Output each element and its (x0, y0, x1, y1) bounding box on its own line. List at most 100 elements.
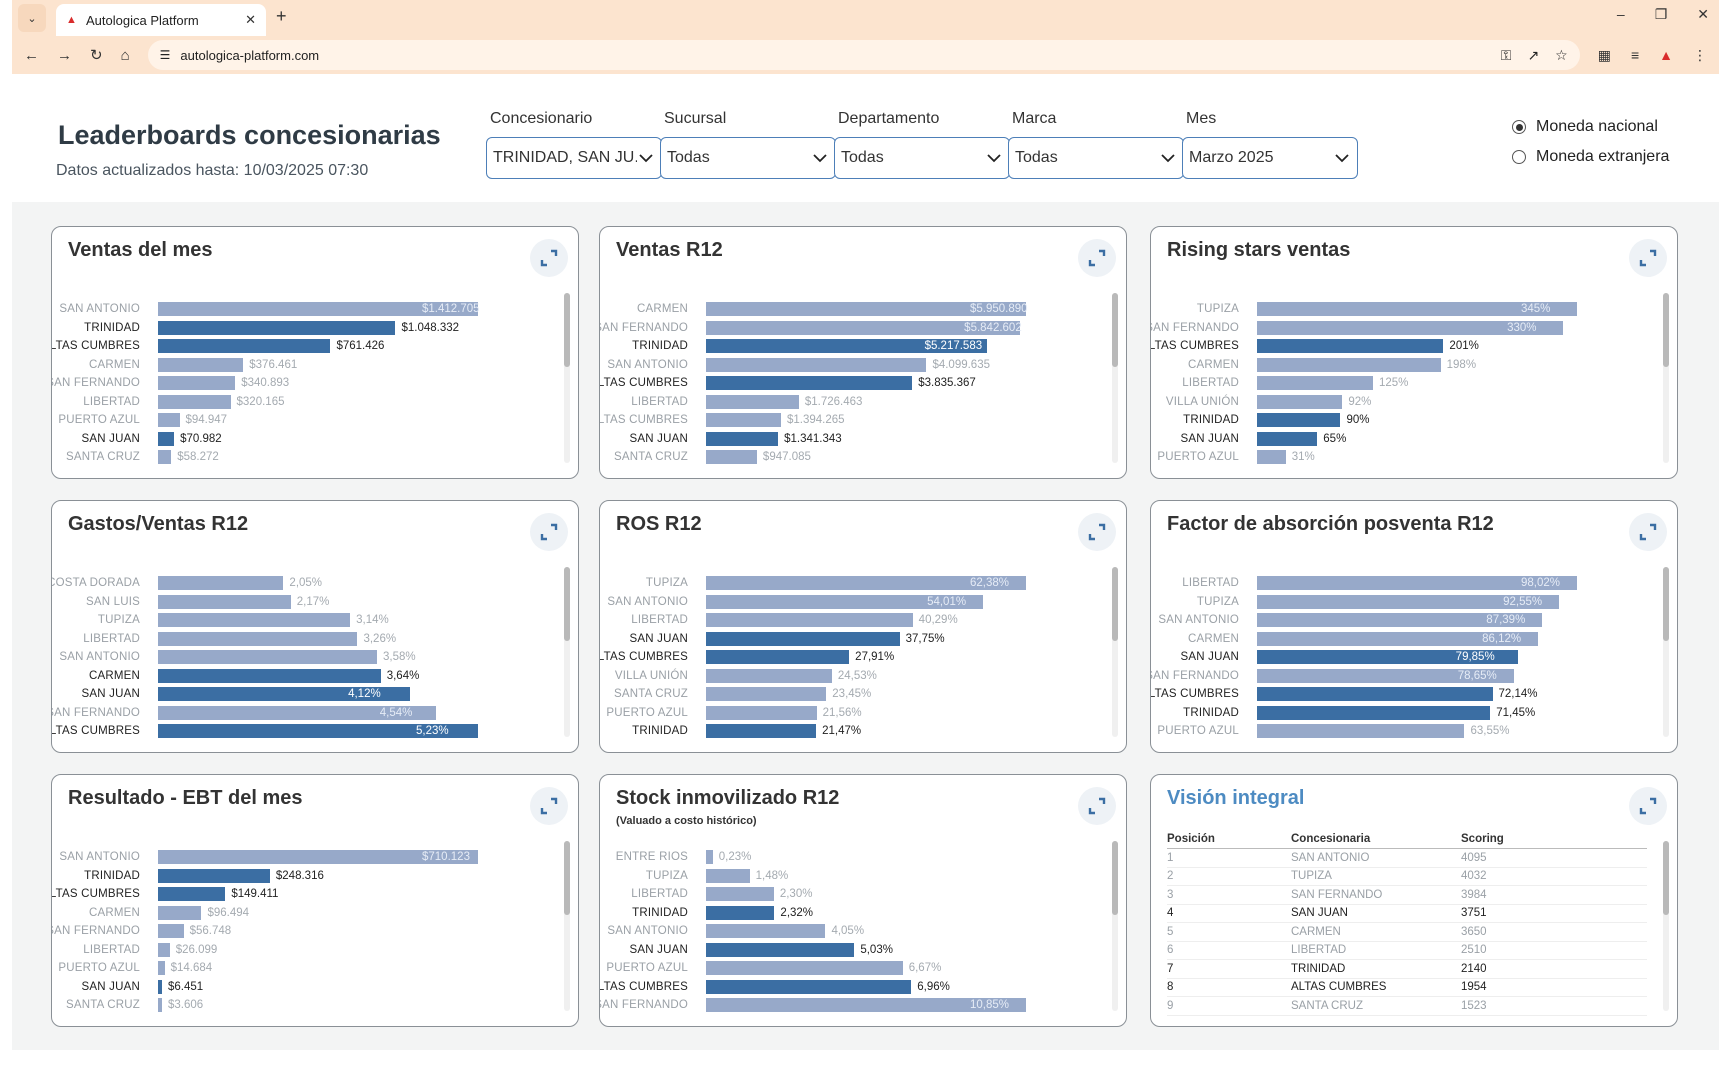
open-external-icon[interactable]: ↗ (1527, 46, 1540, 63)
bar-label: SAN ANTONIO (59, 851, 140, 863)
expand-button[interactable] (530, 513, 568, 551)
scrollbar-thumb[interactable] (1663, 293, 1669, 367)
key-icon[interactable]: ⚿ (1500, 46, 1512, 63)
forward-icon[interactable]: → (57, 46, 72, 64)
radio-moneda-nacional[interactable]: Moneda nacional (1512, 118, 1669, 136)
expand-icon (1088, 249, 1106, 267)
table-cell: CARMEN (1291, 925, 1341, 938)
expand-button[interactable] (1078, 239, 1116, 277)
mes-select[interactable]: Marzo 2025 (1182, 137, 1358, 179)
window-controls: – ❐ ✕ (1617, 6, 1709, 23)
bar-value: 0,23% (718, 851, 752, 863)
expand-button[interactable] (1078, 513, 1116, 551)
concesionario-select[interactable]: TRINIDAD, SAN JU... (486, 137, 662, 179)
back-icon[interactable]: ← (24, 46, 39, 64)
scrollbar[interactable] (1663, 567, 1669, 737)
table-cell: 3751 (1461, 907, 1487, 920)
bar-value: 1,48% (755, 869, 789, 882)
bar-row: ALTAS CUMBRES 27,91% (600, 649, 1100, 668)
scrollbar[interactable] (1112, 567, 1118, 737)
scrollbar[interactable] (1112, 293, 1118, 463)
bar-value: 21,56% (822, 706, 862, 719)
expand-button[interactable] (530, 787, 568, 825)
bar-row: TRINIDAD 71,45% (1151, 705, 1651, 724)
bar-label: SAN FERNANDO (599, 999, 688, 1011)
bar-value: $947.085 (762, 451, 811, 463)
bar-row: PUERTO AZUL $14.684 (52, 960, 552, 979)
marca-select[interactable]: Todas (1008, 137, 1184, 179)
reload-icon[interactable]: ↻ (90, 47, 103, 64)
table-cell: 3650 (1461, 925, 1487, 938)
expand-icon (540, 523, 558, 541)
bar-label: SAN JUAN (1180, 651, 1239, 663)
restore-icon[interactable]: ❐ (1654, 6, 1668, 22)
table-cell: SAN JUAN (1291, 907, 1348, 920)
bar (706, 302, 1026, 316)
close-tab-icon[interactable]: ✕ (245, 12, 256, 27)
expand-button[interactable] (1629, 787, 1667, 825)
tab-search-button[interactable]: ⌄ (18, 4, 46, 32)
new-tab-button[interactable]: + (276, 6, 287, 26)
scrollbar-thumb[interactable] (564, 293, 570, 367)
scrollbar[interactable] (564, 293, 570, 463)
close-window-icon[interactable]: ✕ (1697, 6, 1709, 22)
minimize-icon[interactable]: – (1616, 6, 1625, 22)
extensions-icon[interactable]: ▦ (1597, 46, 1611, 63)
scrollbar[interactable] (564, 841, 570, 1011)
bar (158, 961, 165, 975)
scrollbar-thumb[interactable] (564, 567, 570, 641)
address-bar[interactable]: ☰ autologica-platform.com ⚿ ↗ ☆ (147, 40, 1580, 70)
scrollbar-thumb[interactable] (1112, 293, 1118, 367)
departamento-select[interactable]: Todas (834, 137, 1010, 179)
scrollbar[interactable] (564, 567, 570, 737)
bar-value: $3.835.367 (918, 377, 976, 389)
bar (706, 450, 757, 464)
bar-row: SAN FERNANDO $5.842.602 (600, 320, 1100, 339)
profile-icon[interactable]: ▲ (1659, 46, 1673, 63)
scrollbar[interactable] (1663, 841, 1669, 1011)
bar-row: SAN ANTONIO $1.412.705 (52, 301, 552, 320)
ranking-table: Posición Concesionaria Scoring 1 SAN ANTONIO… (1167, 833, 1647, 1016)
radio-dot[interactable] (1512, 150, 1526, 164)
reading-list-icon[interactable]: ≡ (1630, 46, 1640, 63)
table-cell: 2140 (1461, 962, 1487, 975)
bar (158, 357, 244, 372)
browser-tab[interactable]: ▲ Autologica Platform ✕ (56, 4, 266, 36)
expand-button[interactable] (530, 239, 568, 277)
table-row: 6 LIBERTAD 2510 (1167, 942, 1647, 960)
expand-button[interactable] (1629, 513, 1667, 551)
bar (1257, 394, 1343, 409)
bar-label: TRINIDAD (632, 725, 688, 737)
bar-chart: CARMEN $5.950.890 SAN FERNANDO $5.842.602 TR… (600, 301, 1100, 468)
bar (706, 339, 987, 353)
scrollbar-thumb[interactable] (1112, 841, 1118, 915)
expand-button[interactable] (1078, 787, 1116, 825)
scrollbar[interactable] (1663, 293, 1669, 463)
site-info-icon[interactable]: ☰ (159, 48, 171, 62)
bar-label: CARMEN (88, 358, 140, 371)
radio-moneda-extranjera[interactable]: Moneda extranjera (1512, 148, 1669, 166)
home-icon[interactable]: ⌂ (120, 46, 130, 64)
bar-label: CARMEN (88, 669, 140, 682)
scrollbar[interactable] (1112, 841, 1118, 1011)
scrollbar-thumb[interactable] (1112, 567, 1118, 641)
scrollbar-thumb[interactable] (1663, 841, 1669, 915)
menu-icon[interactable]: ⋮ (1693, 46, 1707, 63)
bar-row: TUPIZA 3,14% (52, 612, 552, 631)
scrollbar-thumb[interactable] (564, 841, 570, 915)
expand-button[interactable] (1629, 239, 1667, 277)
bar-label: COSTA DORADA (51, 577, 140, 589)
radio-dot[interactable] (1512, 120, 1526, 134)
bar-row: SAN FERNANDO 78,65% (1151, 668, 1651, 687)
bar-label: SANTA CRUZ (66, 999, 140, 1011)
bar (706, 724, 817, 738)
star-icon[interactable]: ☆ (1555, 46, 1568, 63)
bar-value: 330% (1507, 321, 1537, 334)
table-cell: SAN FERNANDO (1291, 888, 1383, 901)
bar-label: PUERTO AZUL (58, 962, 140, 974)
sucursal-select[interactable]: Todas (660, 137, 836, 179)
bar-value: 31% (1291, 451, 1315, 463)
bar-value: $1.341.343 (784, 432, 842, 445)
bar (158, 887, 226, 901)
scrollbar-thumb[interactable] (1663, 567, 1669, 641)
